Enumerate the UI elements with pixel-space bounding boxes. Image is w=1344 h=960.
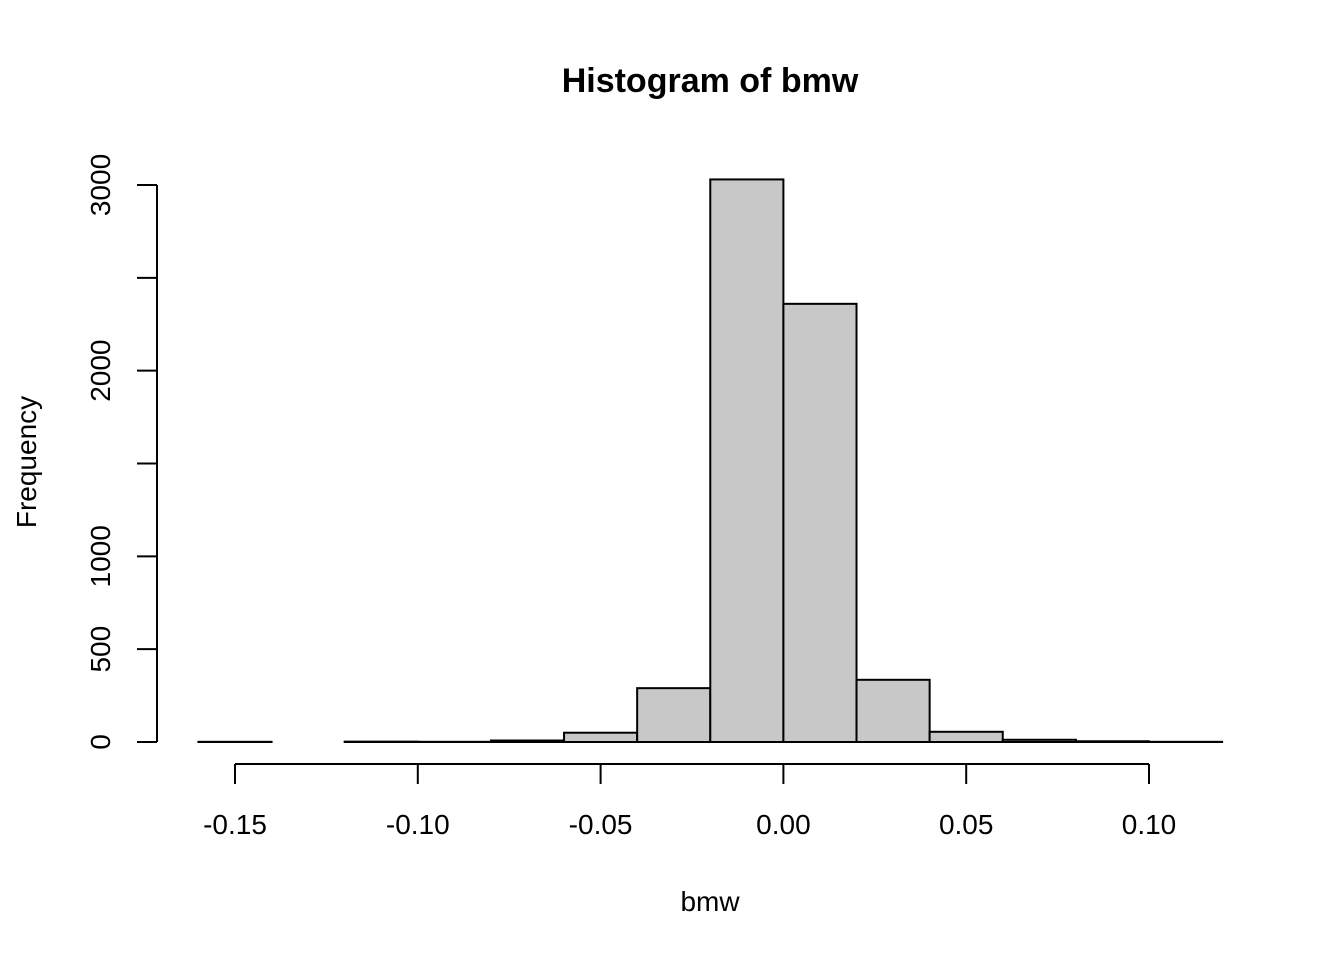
x-tick-label: -0.10 [386, 809, 450, 840]
histogram-bar [489, 739, 566, 743]
y-tick-label: 3000 [85, 154, 116, 216]
y-axis: 0 500 1000 2000 3000 [85, 154, 158, 750]
histogram-bar [855, 678, 931, 744]
histogram-bar [636, 687, 712, 744]
y-tick-label: 0 [85, 734, 116, 750]
x-tick-label: -0.05 [569, 809, 633, 840]
y-axis-label: Frequency [11, 396, 42, 528]
histogram-bar [928, 730, 1004, 743]
y-tick-label: 2000 [85, 340, 116, 402]
x-axis-label: bmw [680, 886, 740, 917]
chart-title: Histogram of bmw [562, 62, 859, 100]
histogram-bar [709, 178, 785, 743]
y-tick-label: 500 [85, 626, 116, 673]
x-tick-label: 0.10 [1122, 809, 1177, 840]
histogram-bar [1001, 738, 1077, 743]
x-tick-label: -0.15 [203, 809, 267, 840]
histogram-bar [782, 302, 858, 743]
histogram-bar [563, 731, 639, 744]
x-tick-label: 0.00 [756, 809, 811, 840]
bars-group [197, 178, 1224, 744]
y-tick-label: 1000 [85, 525, 116, 587]
histogram-bar [1074, 740, 1151, 743]
x-axis: -0.15 -0.10 -0.05 0.00 0.05 0.10 [203, 763, 1177, 840]
x-tick-label: 0.05 [939, 809, 994, 840]
